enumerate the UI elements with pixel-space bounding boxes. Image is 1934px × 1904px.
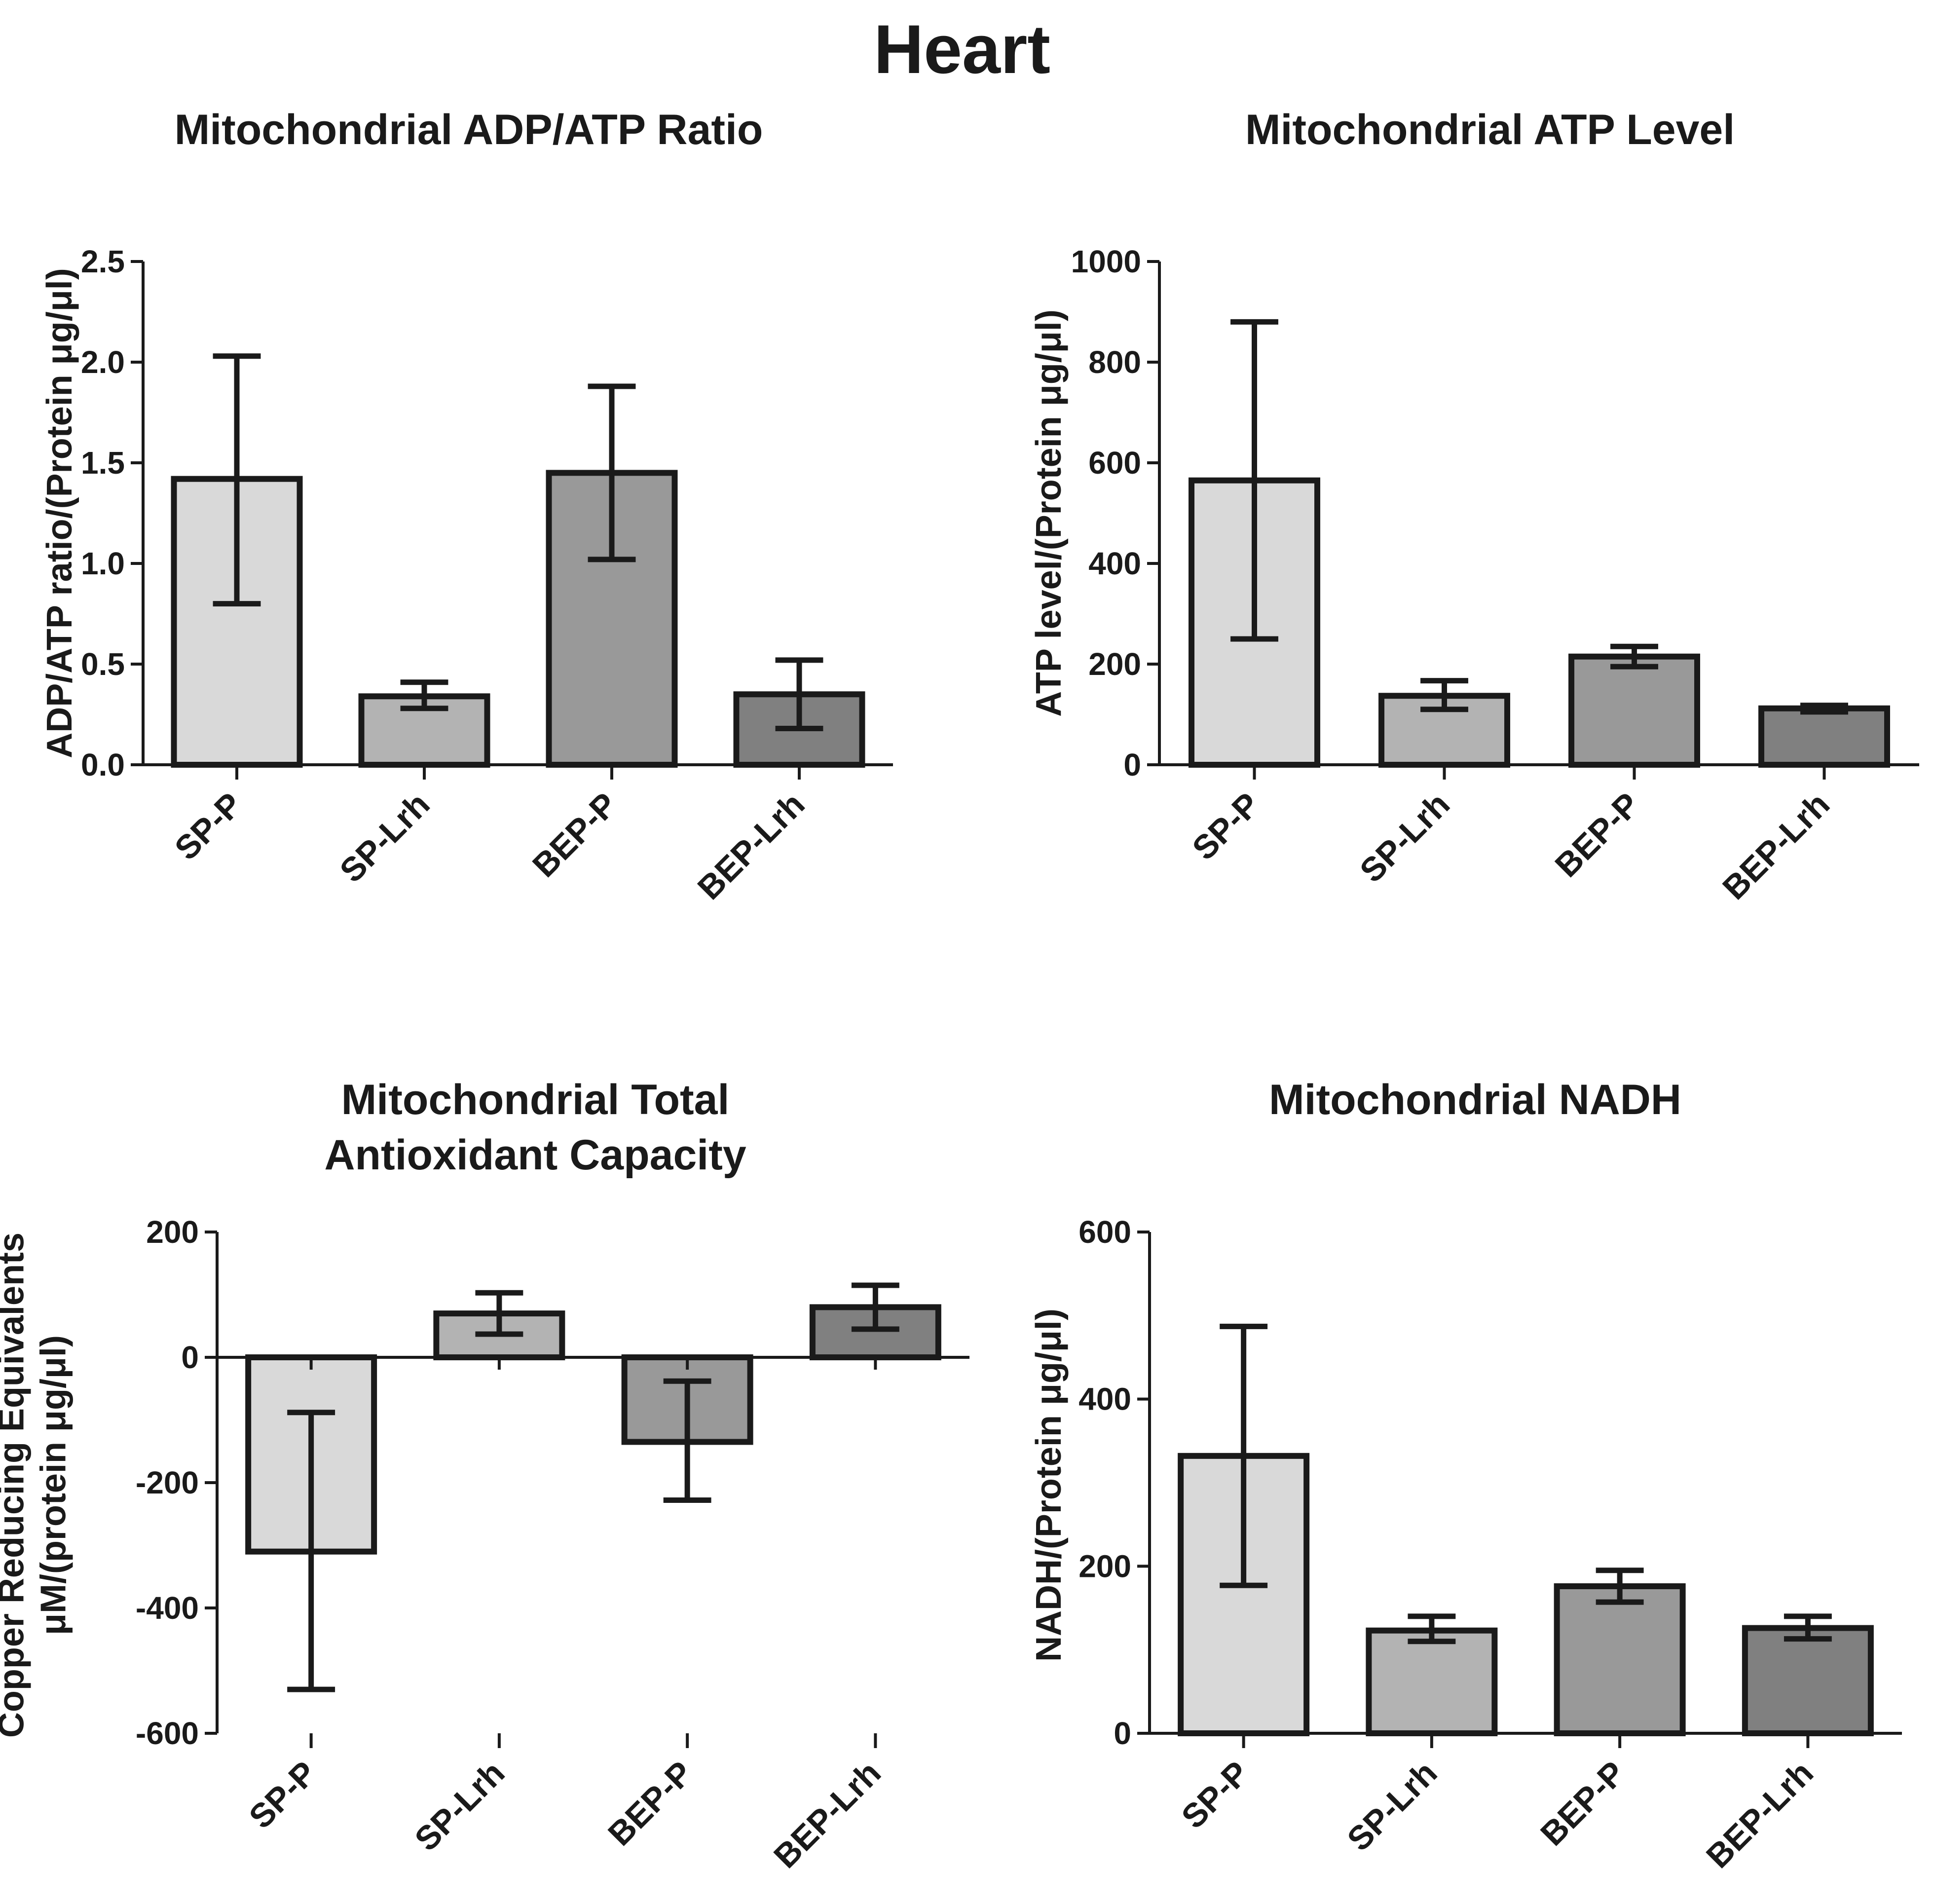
category-label: SP-Lrh [333,785,437,890]
chart-title-line: Mitochondrial ATP Level [1245,106,1735,153]
figure-title: Heart [874,10,1050,88]
bar-bep-p [1554,1583,1686,1737]
y-tick-label: 0 [1114,1716,1131,1751]
y-tick-label: 2.0 [81,344,125,380]
chart-title-line: Mitochondrial ADP/ATP Ratio [175,106,763,153]
category-label: BEP-Lrh [1715,785,1837,907]
category-label: BEP-P [1533,1754,1633,1853]
bar-bep-lrh [1758,705,1890,768]
y-axis-label: Copper Reducing Equivalents [0,1232,32,1738]
chart-nadh: Mitochondrial NADH NADH/(Protein μg/μl) 0 2… [1029,1076,1902,1875]
bar-sp-lrh [1366,1627,1498,1736]
category-label: SP-Lrh [1353,785,1457,890]
chart-title-line: Mitochondrial NADH [1269,1076,1681,1123]
bar-bep-p [1568,653,1700,768]
y-tick-label: 1.5 [81,445,125,481]
category-label: BEP-P [601,1754,700,1853]
y-tick-label: 0.5 [81,646,125,682]
y-axis-label: ATP level/(Protein μg/μl) [1029,309,1069,717]
y-tick-label: 600 [1088,445,1141,481]
category-label: SP-P [242,1754,324,1836]
chart-title-line: Mitochondrial Total [341,1076,730,1123]
y-tick-label: 800 [1088,344,1141,380]
y-tick-label: 0.0 [81,747,125,783]
category-label: BEP-P [525,785,625,885]
y-tick-label: 600 [1079,1214,1131,1250]
y-tick-label: -400 [136,1590,199,1626]
y-tick-label: 1000 [1071,244,1141,279]
y-tick-label: 400 [1079,1381,1131,1417]
chart-adp-atp-ratio: Mitochondrial ADP/ATP Ratio ADP/ATP ratio… [40,106,893,907]
bar-bep-lrh [1742,1625,1874,1736]
chart-total-antioxidant-capacity: Mitochondrial Total Antioxidant Capacity C… [0,1076,969,1875]
y-tick-label: 200 [1079,1548,1131,1584]
y-tick-label: 1.0 [81,546,125,581]
y-axis-label: μM/(protein μg/μl) [34,1335,74,1635]
category-label: BEP-P [1548,785,1647,885]
y-tick-label: 0 [1123,747,1141,783]
category-label: SP-P [1174,1754,1256,1836]
category-label: BEP-Lrh [1699,1754,1821,1875]
y-tick-label: -200 [136,1465,199,1500]
y-tick-label: 2.5 [81,244,125,279]
category-label: BEP-Lrh [691,785,812,907]
y-tick-label: -600 [136,1716,199,1751]
y-tick-label: 200 [146,1214,199,1250]
category-label: SP-P [168,785,250,867]
category-label: SP-P [1185,785,1267,867]
category-label: BEP-Lrh [767,1754,888,1875]
y-tick-label: 200 [1088,646,1141,682]
category-label: SP-Lrh [1340,1754,1444,1858]
chart-title-line: Antioxidant Capacity [324,1131,746,1179]
y-axis-label: NADH/(Protein μg/μl) [1029,1308,1069,1662]
y-tick-label: 0 [181,1340,199,1375]
y-tick-label: 400 [1088,546,1141,581]
chart-atp-level: Mitochondrial ATP Level ATP level/(Protei… [1029,106,1919,907]
category-label: SP-Lrh [408,1754,512,1858]
y-axis-label: ADP/ATP ratio/(Protein μg/μl) [40,268,79,758]
